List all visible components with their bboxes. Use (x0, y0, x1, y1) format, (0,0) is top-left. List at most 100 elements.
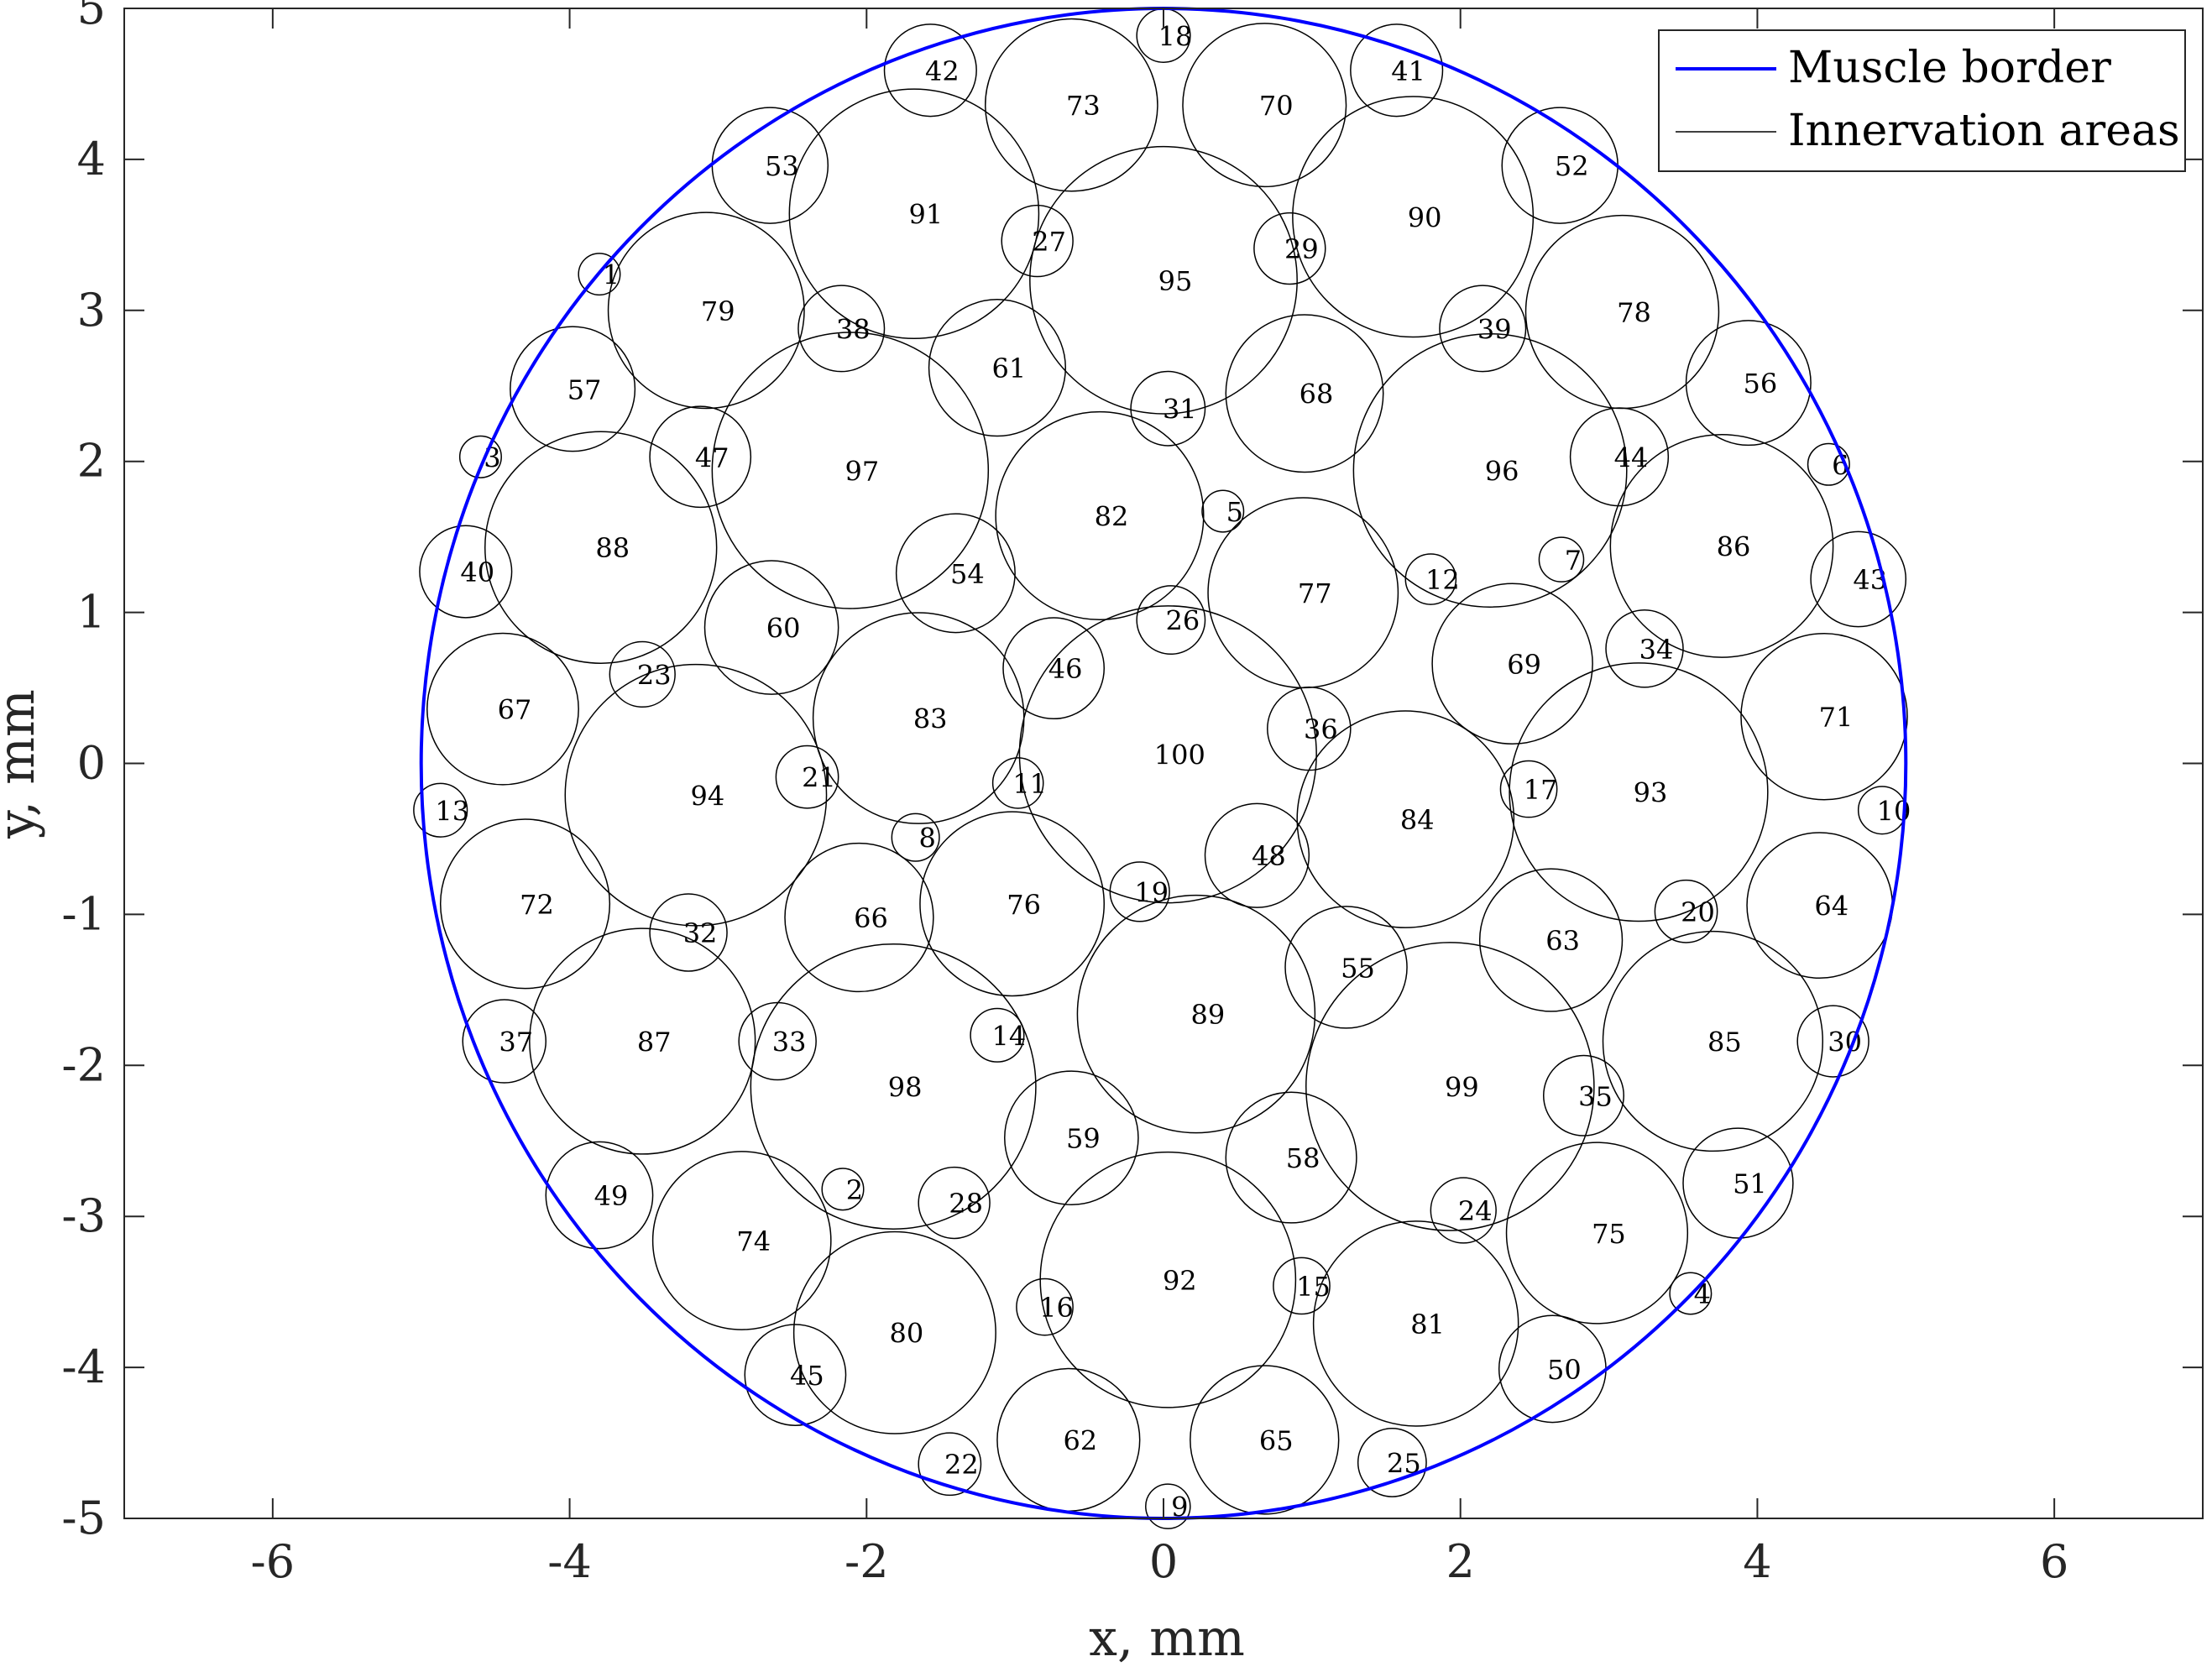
innervation-area-label-1: 1 (603, 259, 620, 291)
innervation-area-94 (564, 663, 828, 927)
innervation-area-label-31: 31 (1163, 394, 1197, 426)
innervation-area-label-72: 72 (520, 889, 554, 921)
innervation-area-41 (1350, 24, 1444, 118)
innervation-area-38 (797, 285, 886, 373)
x-tick-label: -6 (251, 1535, 295, 1588)
innervation-area-label-23: 23 (637, 659, 672, 691)
innervation-area-label-29: 29 (1284, 233, 1319, 265)
innervation-area-label-97: 97 (845, 455, 879, 487)
legend-muscle-border-label: Muscle border (1788, 43, 2111, 93)
innervation-area-56 (1685, 320, 1812, 447)
innervation-area-16 (1016, 1278, 1074, 1336)
y-tick-label: 5 (77, 0, 106, 34)
innervation-area-label-33: 33 (772, 1027, 807, 1058)
y-tick-label: -3 (61, 1189, 106, 1242)
innervation-area-47 (649, 405, 752, 509)
innervation-area-label-40: 40 (460, 556, 494, 588)
y-tick-label: -1 (61, 887, 106, 940)
innervation-area-label-17: 17 (1524, 774, 1558, 806)
innervation-area-32 (649, 893, 728, 972)
innervation-area-31 (1130, 370, 1206, 447)
innervation-area-65 (1190, 1365, 1340, 1515)
innervation-area-20 (1654, 879, 1718, 943)
innervation-area-82 (995, 410, 1205, 621)
innervation-area-label-11: 11 (1012, 768, 1047, 800)
innervation-area-label-87: 87 (637, 1027, 672, 1058)
innervation-area-label-99: 99 (1445, 1071, 1479, 1103)
innervation-area-54 (895, 513, 1016, 634)
innervation-area-11 (991, 757, 1044, 809)
innervation-area-6 (1807, 442, 1850, 486)
innervation-area-label-5: 5 (1226, 496, 1243, 528)
innervation-area-35 (1543, 1054, 1625, 1136)
innervation-area-label-74: 74 (736, 1225, 771, 1257)
innervation-area-label-86: 86 (1717, 530, 1751, 562)
innervation-area-label-65: 65 (1259, 1424, 1294, 1456)
innervation-area-label-88: 88 (595, 532, 630, 564)
innervation-area-label-55: 55 (1341, 952, 1375, 984)
innervation-area-92 (1039, 1151, 1297, 1408)
innervation-area-label-77: 77 (1298, 577, 1332, 609)
innervation-area-label-92: 92 (1163, 1265, 1197, 1297)
legend-box (1658, 29, 2186, 172)
innervation-area-label-14: 14 (992, 1020, 1027, 1052)
innervation-area-label-66: 66 (854, 902, 888, 934)
innervation-area-label-44: 44 (1614, 442, 1649, 473)
innervation-area-label-82: 82 (1095, 500, 1129, 532)
innervation-area-58 (1225, 1091, 1357, 1224)
innervation-area-91 (788, 88, 1040, 339)
innervation-area-2 (821, 1168, 865, 1211)
innervation-area-label-84: 84 (1400, 804, 1435, 836)
innervation-area-60 (703, 560, 839, 695)
innervation-area-93 (1509, 662, 1769, 922)
innervation-area-label-89: 89 (1191, 999, 1226, 1031)
innervation-area-label-9: 9 (1171, 1492, 1188, 1523)
innervation-area-label-95: 95 (1158, 265, 1193, 297)
innervation-area-9 (1145, 1483, 1191, 1529)
innervation-area-label-37: 37 (499, 1027, 533, 1058)
innervation-area-30 (1796, 1005, 1869, 1078)
innervation-area-46 (1002, 617, 1106, 720)
x-tick-label: 2 (1446, 1535, 1475, 1588)
innervation-area-label-100: 100 (1154, 739, 1205, 771)
innervation-area-label-42: 42 (925, 55, 960, 87)
innervation-area-26 (1136, 585, 1206, 656)
innervation-area-42 (883, 24, 977, 118)
innervation-area-43 (1810, 530, 1907, 628)
innervation-area-label-7: 7 (1565, 545, 1582, 577)
innervation-area-61 (928, 299, 1067, 437)
innervation-area-59 (1004, 1070, 1139, 1205)
innervation-area-67 (426, 632, 579, 786)
innervation-area-74 (651, 1151, 832, 1330)
innervation-area-34 (1605, 609, 1684, 688)
innervation-area-25 (1357, 1428, 1427, 1497)
innervation-area-label-80: 80 (890, 1318, 924, 1350)
innervation-area-label-22: 22 (944, 1449, 979, 1481)
innervation-area-40 (419, 525, 513, 619)
innervation-area-55 (1284, 906, 1408, 1029)
innervation-area-81 (1312, 1220, 1519, 1427)
innervation-area-57 (510, 326, 636, 452)
y-tick-label: 2 (77, 435, 106, 488)
y-tick-label: 0 (77, 737, 106, 790)
innervation-area-99 (1305, 942, 1595, 1231)
innervation-area-label-20: 20 (1681, 896, 1715, 928)
y-tick-label: -5 (61, 1492, 106, 1544)
x-tick-label: 4 (1743, 1535, 1771, 1588)
innervation-area-68 (1225, 314, 1384, 473)
innervation-area-label-64: 64 (1814, 891, 1849, 922)
innervation-area-98 (750, 943, 1037, 1230)
x-tick-label: 6 (2040, 1535, 2068, 1588)
innervation-area-label-49: 49 (594, 1180, 629, 1212)
innervation-area-label-60: 60 (766, 613, 801, 645)
innervation-area-label-45: 45 (790, 1360, 824, 1392)
innervation-area-label-36: 36 (1304, 713, 1338, 745)
innervation-area-label-34: 34 (1639, 634, 1674, 666)
innervation-area-label-69: 69 (1507, 649, 1541, 681)
innervation-area-label-35: 35 (1578, 1080, 1613, 1112)
innervation-area-label-12: 12 (1425, 564, 1460, 596)
innervation-area-label-28: 28 (949, 1188, 983, 1220)
innervation-area-label-32: 32 (683, 917, 718, 949)
innervation-area-71 (1740, 632, 1908, 801)
